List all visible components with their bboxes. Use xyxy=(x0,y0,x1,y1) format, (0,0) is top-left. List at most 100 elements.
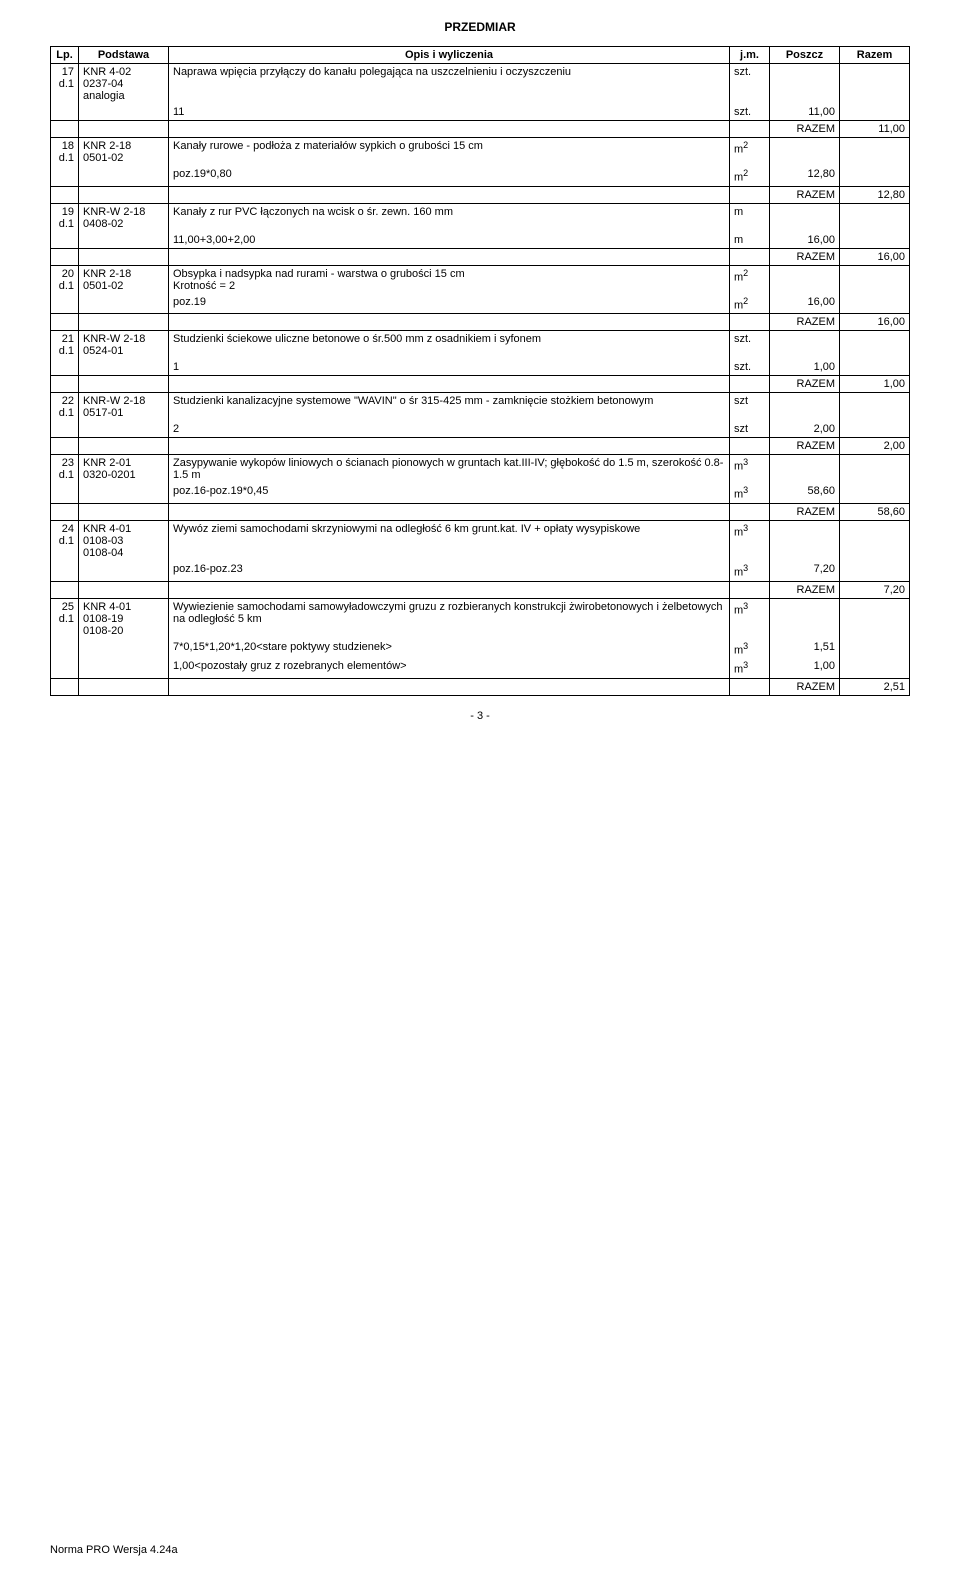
empty xyxy=(79,678,169,695)
d-value: d.1 xyxy=(59,535,74,547)
page-number: - 3 - xyxy=(50,710,910,722)
measurement-table: Lp. Podstawa Opis i wyliczenia j.m. Posz… xyxy=(50,46,910,696)
col-lp-header: Lp. xyxy=(51,47,79,64)
razem-cell xyxy=(840,166,910,186)
poszcz-cell: 2,00 xyxy=(770,421,840,438)
poszcz-cell: 1,51 xyxy=(770,639,840,659)
razem-value: 16,00 xyxy=(840,248,910,265)
empty xyxy=(79,581,169,598)
razem-row: RAZEM 2,00 xyxy=(51,438,910,455)
calc-cell: poz.19*0,80 xyxy=(169,166,730,186)
jm-cell: szt. xyxy=(730,104,770,121)
lp-cell xyxy=(51,166,79,186)
empty xyxy=(51,314,79,331)
table-row: 18 d.1 KNR 2-180501-02 Kanały rurowe - p… xyxy=(51,138,910,167)
lp-cell xyxy=(51,421,79,438)
calc-cell: 1,00<pozostały gruz z rozebranych elemen… xyxy=(169,658,730,678)
calc-cell: 11 xyxy=(169,104,730,121)
page: PRZEDMIAR Lp. Podstawa Opis i wyliczenia… xyxy=(0,0,960,1574)
razem-row: RAZEM 7,20 xyxy=(51,581,910,598)
razem-label: RAZEM xyxy=(770,678,840,695)
lp-cell xyxy=(51,658,79,678)
poszcz-cell: 1,00 xyxy=(770,359,840,376)
empty xyxy=(51,248,79,265)
lp-value: 23 xyxy=(62,457,74,469)
table-row: 23 d.1 KNR 2-010320-0201 Zasypywanie wyk… xyxy=(51,455,910,484)
col-podstawa-header: Podstawa xyxy=(79,47,169,64)
opis-cell: Zasypywanie wykopów liniowych o ścianach… xyxy=(169,455,730,484)
table-row: 1,00<pozostały gruz z rozebranych elemen… xyxy=(51,658,910,678)
d-value: d.1 xyxy=(59,152,74,164)
razem-value: 2,51 xyxy=(840,678,910,695)
col-poszcz-header: Poszcz xyxy=(770,47,840,64)
empty xyxy=(79,503,169,520)
lp-cell xyxy=(51,483,79,503)
empty xyxy=(51,678,79,695)
calc-cell: poz.16-poz.23 xyxy=(169,561,730,581)
razem-value: 58,60 xyxy=(840,503,910,520)
podstawa-cell xyxy=(79,561,169,581)
lp-cell: 23 d.1 xyxy=(51,455,79,484)
razem-row: RAZEM 16,00 xyxy=(51,314,910,331)
d-value: d.1 xyxy=(59,280,74,292)
col-opis-header: Opis i wyliczenia xyxy=(169,47,730,64)
calc-cell: 7*0,15*1,20*1,20<stare poktywy studziene… xyxy=(169,639,730,659)
poszcz-cell xyxy=(770,393,840,422)
razem-cell xyxy=(840,232,910,249)
lp-cell xyxy=(51,294,79,314)
poszcz-cell xyxy=(770,598,840,639)
lp-cell xyxy=(51,104,79,121)
podstawa-cell: KNR 2-010320-0201 xyxy=(79,455,169,484)
table-row: poz.19*0,80 m2 12,80 xyxy=(51,166,910,186)
empty xyxy=(79,121,169,138)
empty xyxy=(730,376,770,393)
razem-cell xyxy=(840,455,910,484)
razem-row: RAZEM 11,00 xyxy=(51,121,910,138)
razem-row: RAZEM 58,60 xyxy=(51,503,910,520)
podstawa-cell: KNR 2-180501-02 xyxy=(79,265,169,294)
razem-cell xyxy=(840,421,910,438)
opis-cell: Kanały rurowe - podłoża z materiałów syp… xyxy=(169,138,730,167)
jm-cell: szt. xyxy=(730,64,770,105)
empty xyxy=(79,314,169,331)
poszcz-cell: 11,00 xyxy=(770,104,840,121)
razem-value: 16,00 xyxy=(840,314,910,331)
empty xyxy=(79,376,169,393)
jm-cell: m2 xyxy=(730,294,770,314)
table-row: 2 szt 2,00 xyxy=(51,421,910,438)
razem-value: 1,00 xyxy=(840,376,910,393)
empty xyxy=(730,503,770,520)
poszcz-cell: 16,00 xyxy=(770,232,840,249)
calc-cell: 11,00+3,00+2,00 xyxy=(169,232,730,249)
d-value: d.1 xyxy=(59,345,74,357)
empty xyxy=(730,678,770,695)
lp-cell: 22 d.1 xyxy=(51,393,79,422)
podstawa-cell: KNR 4-010108-190108-20 xyxy=(79,598,169,639)
poszcz-cell: 58,60 xyxy=(770,483,840,503)
razem-cell xyxy=(840,203,910,232)
podstawa-text: KNR 4-020237-04analogia xyxy=(83,66,131,102)
podstawa-cell: KNR-W 2-180524-01 xyxy=(79,331,169,360)
razem-cell xyxy=(840,138,910,167)
poszcz-cell xyxy=(770,203,840,232)
empty xyxy=(169,376,730,393)
podstawa-cell xyxy=(79,483,169,503)
empty xyxy=(169,314,730,331)
jm-cell: m3 xyxy=(730,658,770,678)
razem-row: RAZEM 16,00 xyxy=(51,248,910,265)
empty xyxy=(79,438,169,455)
table-row: 7*0,15*1,20*1,20<stare poktywy studziene… xyxy=(51,639,910,659)
poszcz-cell: 16,00 xyxy=(770,294,840,314)
lp-cell xyxy=(51,359,79,376)
jm-cell: m2 xyxy=(730,138,770,167)
table-row: 25 d.1 KNR 4-010108-190108-20 Wywiezieni… xyxy=(51,598,910,639)
poszcz-cell xyxy=(770,265,840,294)
col-razem-header: Razem xyxy=(840,47,910,64)
razem-cell xyxy=(840,64,910,105)
jm-cell: m3 xyxy=(730,639,770,659)
razem-cell xyxy=(840,265,910,294)
table-row: 17 d.1 KNR 4-020237-04analogia Naprawa w… xyxy=(51,64,910,105)
table-row: poz.19 m2 16,00 xyxy=(51,294,910,314)
jm-cell: m3 xyxy=(730,483,770,503)
empty xyxy=(730,438,770,455)
